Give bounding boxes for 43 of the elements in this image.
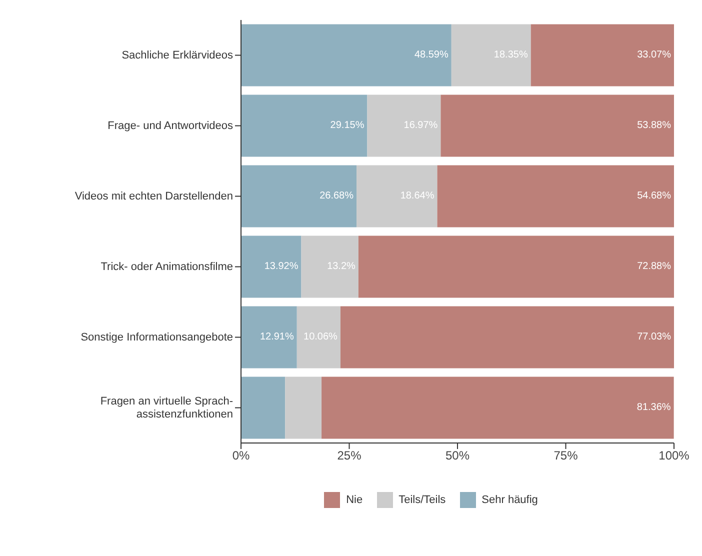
y-tick-label: Frage- und Antwortvideos xyxy=(108,120,234,132)
x-tick-label: 75% xyxy=(554,448,578,463)
x-tick-label: 0% xyxy=(232,448,250,463)
data-label: 81.36% xyxy=(636,402,671,414)
legend-label: Teils/Teils xyxy=(398,494,446,506)
data-label: 48.59% xyxy=(414,50,448,61)
bar xyxy=(241,165,357,228)
bar xyxy=(241,376,286,439)
bar xyxy=(367,94,441,157)
bar xyxy=(285,376,322,439)
y-tick-label: Sonstige Informationsangebote xyxy=(80,331,233,344)
y-tick-label: Fragen an virtuelle Sprach- assistenzfunktionen xyxy=(100,395,234,420)
data-label: 13.92% xyxy=(264,261,298,272)
bar xyxy=(437,165,674,228)
data-label: 12.91% xyxy=(260,332,294,343)
x-tick-label: 25% xyxy=(337,448,362,463)
data-label: 54.68% xyxy=(637,190,672,202)
bar xyxy=(301,236,358,298)
data-label: 77.03% xyxy=(637,332,672,343)
data-label: 29.15% xyxy=(330,120,364,132)
bar xyxy=(241,306,297,368)
bar xyxy=(241,24,452,86)
legend-label: Nie xyxy=(346,494,363,506)
bar xyxy=(322,376,674,439)
legend-label: Sehr häufig xyxy=(482,494,538,506)
y-tick-label: Sachliche Erklärvideos xyxy=(122,49,234,62)
data-label: 33.07% xyxy=(637,50,672,61)
bar xyxy=(356,165,438,228)
x-tick-label: 100% xyxy=(658,448,690,463)
data-label: 72.88% xyxy=(637,261,672,272)
bar xyxy=(451,24,531,86)
data-label: 53.88% xyxy=(637,120,672,132)
y-tick-label: Videos mit echten Darstellenden xyxy=(74,190,233,202)
bar xyxy=(241,236,302,298)
x-tick-label: 50% xyxy=(445,448,470,463)
bar xyxy=(241,94,368,157)
bar xyxy=(440,94,674,157)
y-tick-label: Trick- oder Animationsfilme xyxy=(100,260,233,273)
bar xyxy=(530,24,674,86)
bar xyxy=(340,306,674,368)
bar xyxy=(358,236,674,298)
bar xyxy=(296,306,340,368)
data-label: 26.68% xyxy=(320,190,354,202)
